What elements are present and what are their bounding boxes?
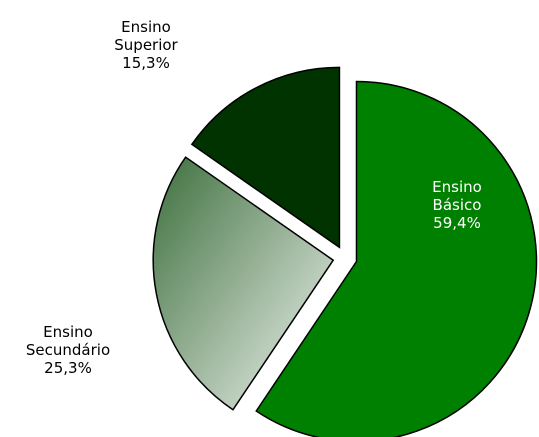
slice-label: Ensino Superior 15,3% <box>114 18 177 72</box>
value-label: 15,3% <box>122 54 170 72</box>
value-label: 25,3% <box>44 359 92 377</box>
category-label: Ensino Secundário <box>25 323 111 359</box>
category-label: Ensino Superior <box>114 18 178 54</box>
pie-slice <box>190 66 341 249</box>
value-label: 59,4% <box>433 214 481 232</box>
slice-label: Ensino Básico 59,4% <box>432 178 482 232</box>
slice-label: Ensino Secundário 25,3% <box>26 323 110 377</box>
pie-slice <box>255 80 538 437</box>
category-label: Ensino Básico <box>432 178 482 214</box>
pie-slice <box>152 156 335 411</box>
